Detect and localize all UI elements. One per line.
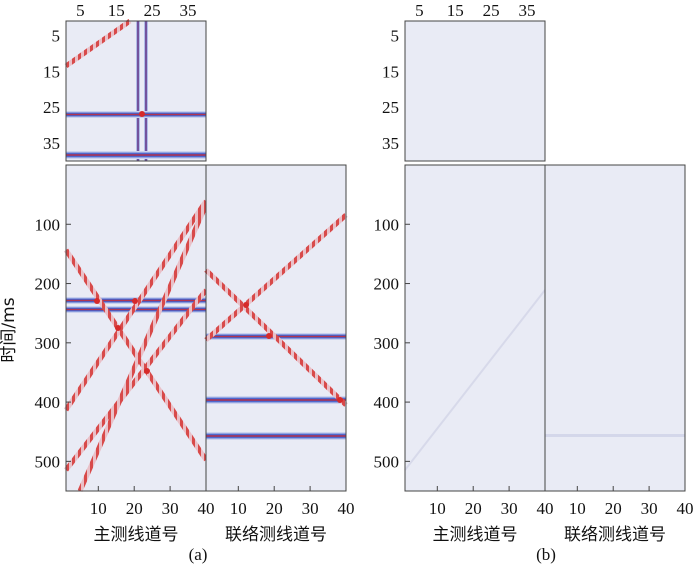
panel-a-time-tick-label: 100 — [35, 215, 61, 234]
panel-a-top-block-frame — [65, 20, 207, 162]
panel-b-top-y-ticks: 5 15 25 35 — [382, 26, 399, 153]
panel-b-cross-frame — [544, 164, 686, 492]
panel-b-cross-x-axis-title: 联络测线道号 — [564, 525, 666, 545]
panel-a-cross-block — [204, 164, 348, 492]
panel-b-time-tick-label: 300 — [374, 334, 400, 353]
panel-b-top-y-tick-label: 5 — [391, 26, 400, 45]
panel-a-main-event-crossing-3 — [115, 325, 121, 331]
panel-a-cross-x-axis-title: 联络测线道号 — [225, 525, 327, 545]
panel-a-top-y-tick-label: 15 — [43, 62, 60, 81]
panel-b-top-block-frame — [404, 20, 546, 162]
panel-a-top-y-ticks: 5 15 25 35 — [43, 26, 60, 153]
panel-a-main-event-diagonal-4 — [77, 203, 209, 493]
panel-a-main-x-tick-label: 30 — [162, 499, 179, 518]
panel-b-main-x-tick-label: 10 — [429, 499, 446, 518]
panel-a-cross-event-crossing-1 — [243, 302, 249, 308]
panel-a-main-event-crossing-1 — [94, 298, 100, 304]
panel-a-top-block — [64, 18, 207, 162]
panel-b-top-block — [404, 20, 546, 162]
panel-b-main-x-tick-label: 30 — [501, 499, 518, 518]
panel-a: 5 15 25 35 5 15 25 35 100 200 300 400 500 10 20 30 40… — [0, 1, 355, 564]
panel-a-main-event-diagonal-2 — [64, 288, 208, 472]
panel-b-top-x-ticks: 5 15 25 35 — [415, 1, 535, 20]
panel-a-cross-x-tick-label: 10 — [230, 499, 247, 518]
panel-a-top-x-tick-label: 15 — [108, 1, 125, 20]
panel-b-main-x-ticks: 10 20 30 40 — [429, 486, 554, 518]
panel-b-cross-x-ticks: 10 20 30 40 — [569, 486, 694, 518]
panel-b-top-y-tick-label: 35 — [382, 134, 399, 153]
panel-b-top-block-background — [405, 21, 545, 161]
panel-a-top-x-tick-label: 35 — [180, 1, 197, 20]
panel-b-cross-residual-event — [545, 434, 685, 437]
panel-a-cross-event-crossing-3 — [337, 397, 343, 403]
panel-b-top-x-tick-label: 15 — [447, 1, 464, 20]
panel-b-cross-x-tick-label: 10 — [569, 499, 586, 518]
panel-b-time-tick-label: 400 — [374, 393, 400, 412]
panel-a-top-event-diagonal — [64, 18, 132, 69]
panel-b-cross-x-tick-label: 30 — [641, 499, 658, 518]
panel-a-time-tick-label: 200 — [35, 275, 61, 294]
panel-a-main-event-crossing-2 — [132, 298, 138, 304]
panel-b: 5 15 25 35 5 15 25 35 100 200 300 400 500 10 20 30 40… — [374, 1, 694, 564]
panel-a-main-x-axis-title: 主测线道号 — [94, 525, 179, 545]
panel-b-main-background — [405, 165, 545, 491]
panel-b-top-y-tick-label: 15 — [382, 62, 399, 81]
panel-b-cross-background — [545, 165, 685, 491]
panel-a-cross-event-horizontal-3 — [206, 432, 346, 440]
panel-a-cross-event-diagonal-1 — [204, 213, 348, 342]
panel-b-label: (b) — [536, 545, 556, 564]
panel-a-top-y-tick-label: 35 — [43, 134, 60, 153]
panel-b-top-x-tick-label: 35 — [519, 1, 536, 20]
panel-a-top-x-ticks: 5 15 25 35 — [76, 1, 196, 20]
panel-a-main-event-crossing-4 — [144, 368, 150, 374]
panel-b-main-x-tick-label: 20 — [465, 499, 482, 518]
panel-a-top-y-tick-label: 25 — [43, 98, 60, 117]
panel-a-top-event-horizontal-2 — [66, 151, 206, 159]
panel-a-top-event-horizontal-1 — [66, 111, 206, 118]
panel-b-top-x-tick-label: 25 — [483, 1, 500, 20]
panel-b-cross-x-tick-label: 20 — [605, 499, 622, 518]
panel-a-cross-x-tick-label: 20 — [266, 499, 283, 518]
panel-a-top-y-tick-label: 5 — [52, 26, 61, 45]
panel-a-top-event-vertical-2 — [144, 21, 148, 161]
panel-a-main-x-ticks: 10 20 30 40 — [90, 486, 215, 518]
panel-a-top-x-tick-label: 25 — [144, 1, 161, 20]
panel-a-main-block — [63, 164, 209, 493]
panel-a-time-tick-label: 500 — [35, 452, 61, 471]
panel-b-top-x-tick-label: 5 — [415, 1, 424, 20]
panel-a-main-x-tick-label: 20 — [126, 499, 143, 518]
panel-a-cross-x-tick-label: 40 — [338, 499, 355, 518]
panel-a-label: (a) — [189, 545, 208, 564]
panel-a-top-event-crossing — [139, 111, 145, 117]
panel-b-cross-x-tick-label: 40 — [677, 499, 694, 518]
panel-a-top-event-vertical-1 — [136, 21, 140, 161]
panel-a-y-axis-title: 时间/ms — [0, 297, 19, 362]
panel-b-time-ticks: 100 200 300 400 500 — [374, 215, 410, 471]
panel-b-time-tick-label: 100 — [374, 215, 400, 234]
panel-a-main-x-tick-label: 10 — [90, 499, 107, 518]
panel-a-main-x-tick-label: 40 — [198, 499, 215, 518]
panel-a-cross-event-horizontal-2 — [206, 396, 346, 404]
panel-a-cross-event-diagonal-2 — [204, 268, 348, 407]
panel-a-cross-x-tick-label: 30 — [302, 499, 319, 518]
panel-a-top-x-tick-label: 5 — [76, 1, 85, 20]
panel-a-time-ticks: 100 200 300 400 500 — [35, 215, 71, 471]
panel-a-main-event-diagonal-1 — [63, 199, 209, 412]
panel-a-main-event-diagonal-3 — [63, 248, 209, 462]
panel-b-top-y-tick-label: 25 — [382, 98, 399, 117]
panel-a-cross-x-ticks: 10 20 30 40 — [230, 486, 355, 518]
panel-b-cross-block — [544, 164, 686, 492]
panel-a-cross-frame — [205, 164, 347, 492]
panel-a-time-tick-label: 400 — [35, 393, 61, 412]
panel-b-main-x-axis-title: 主测线道号 — [433, 525, 518, 545]
panel-b-main-residual-event — [404, 289, 546, 471]
panel-a-cross-background — [206, 165, 346, 491]
panel-b-main-block — [404, 164, 546, 492]
panel-b-main-x-tick-label: 40 — [537, 499, 554, 518]
panel-a-time-tick-label: 300 — [35, 334, 61, 353]
panel-b-time-tick-label: 200 — [374, 275, 400, 294]
panel-a-cross-event-crossing-2 — [266, 333, 272, 339]
panel-b-time-tick-label: 500 — [374, 452, 400, 471]
